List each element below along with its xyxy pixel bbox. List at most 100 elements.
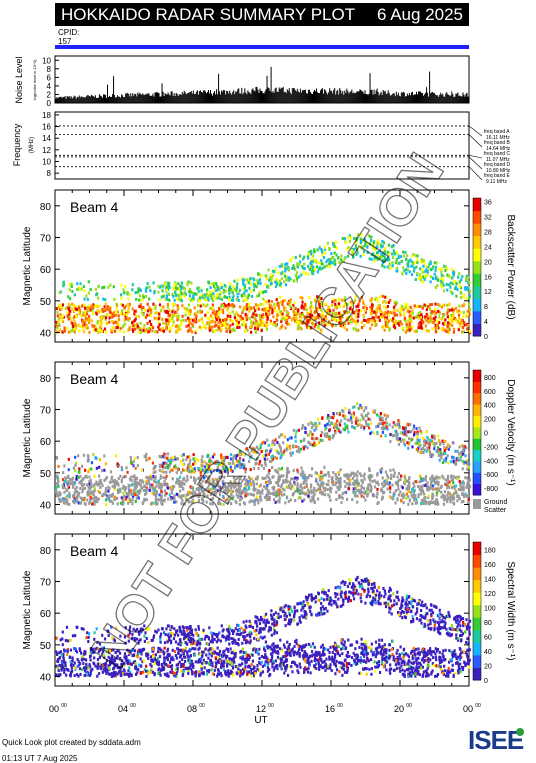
scatter-cell — [377, 482, 380, 486]
scatter-cell — [296, 309, 300, 313]
scatter-cell — [354, 298, 357, 302]
scatter-cell — [367, 426, 371, 430]
scatter-cell — [245, 298, 248, 302]
scatter-cell — [315, 315, 318, 319]
scatter-cell — [218, 288, 221, 292]
scatter-cell — [261, 316, 264, 320]
scatter-cell — [332, 414, 335, 418]
scatter-cell — [102, 314, 105, 318]
scatter-cell — [224, 324, 227, 328]
scatter-cell — [424, 475, 428, 479]
scatter-cell — [71, 302, 74, 306]
scatter-cell — [427, 305, 430, 309]
scatter-cell — [379, 468, 382, 472]
scatter-cell — [440, 273, 443, 277]
scatter-cell — [309, 420, 312, 424]
scatter-cell — [58, 491, 61, 495]
scatter-cell — [321, 311, 324, 315]
scatter-cell — [419, 310, 422, 314]
scatter-cell — [434, 307, 437, 311]
scatter-cell — [451, 276, 454, 280]
scatter-cell — [441, 315, 445, 319]
scatter-cell — [283, 488, 286, 492]
scatter-cell — [406, 268, 409, 272]
scatter-cell — [318, 246, 321, 250]
scatter-cell — [223, 302, 226, 306]
cbar-tick-label: 28 — [484, 230, 492, 237]
scatter-cell — [103, 327, 107, 331]
noise-tick-label: 4 — [47, 82, 52, 91]
scatter-cell — [282, 306, 286, 310]
scatter-cell — [429, 260, 432, 264]
scatter-cell — [185, 458, 188, 462]
scatter-cell — [123, 488, 127, 492]
scatter-cell — [313, 501, 316, 505]
scatter-cell — [210, 482, 213, 486]
scatter-cell — [315, 258, 318, 262]
scatter-cell — [199, 294, 203, 298]
scatter-cell — [359, 245, 362, 249]
scatter-cell — [341, 323, 345, 327]
scatter-cell — [64, 497, 67, 501]
scatter-cell — [128, 328, 131, 332]
scatter-cell — [247, 475, 251, 479]
scatter-cell — [203, 460, 206, 464]
scatter-cell — [121, 502, 124, 506]
scatter-cell — [170, 485, 173, 489]
scatter-cell — [368, 478, 372, 482]
scatter-cell — [377, 304, 380, 308]
scatter-cell — [271, 274, 274, 278]
scatter-cell — [441, 474, 444, 478]
scatter-cell — [307, 272, 310, 276]
scatter-cell — [325, 318, 328, 322]
scatter-cell — [120, 296, 123, 300]
scatter-cell — [130, 461, 133, 465]
scatter-cell — [399, 309, 402, 313]
scatter-cell — [275, 277, 278, 281]
scatter-cell — [236, 278, 239, 282]
scatter-cell — [401, 307, 404, 311]
scatter-cell — [55, 307, 58, 311]
scatter-cell — [303, 473, 306, 477]
scatter-cell — [120, 283, 123, 287]
scatter-cell — [298, 492, 302, 496]
scatter-cell — [208, 290, 212, 294]
scatter-cell — [221, 308, 224, 312]
scatter-cell — [133, 490, 136, 494]
scatter-cell — [376, 299, 380, 303]
scatter-cell — [445, 282, 448, 286]
freq-legend-name: freq band B — [484, 140, 511, 146]
scatter-cell — [127, 501, 130, 505]
scatter-cell — [331, 300, 334, 304]
scatter-cell — [98, 458, 102, 462]
scatter-cell — [444, 482, 447, 486]
scatter-cell — [297, 445, 300, 449]
scatter-cell — [128, 484, 131, 488]
scatter-cell — [117, 317, 121, 321]
scatter-cell — [266, 453, 269, 457]
scatter-cell — [159, 455, 163, 459]
scatter-cell — [381, 419, 384, 423]
scatter-cell — [85, 294, 88, 298]
scatter-cell — [426, 446, 429, 450]
scatter-cell — [442, 328, 445, 332]
scatter-cell — [283, 448, 287, 452]
scatter-cell — [72, 324, 75, 328]
scatter-cell — [378, 256, 381, 260]
scatter-cell — [416, 441, 419, 445]
scatter-cell — [203, 476, 206, 480]
scatter-cell — [352, 327, 355, 331]
scatter-cell — [395, 267, 398, 271]
scatter-cell — [457, 458, 460, 462]
scatter-cell — [88, 314, 91, 318]
scatter-cell — [370, 484, 373, 488]
scatter-cell — [411, 260, 414, 264]
scatter-cell — [137, 289, 140, 293]
scatter-cell — [139, 482, 142, 486]
scatter-cell — [119, 489, 122, 493]
scatter-cell — [229, 324, 232, 328]
scatter-cell — [252, 312, 255, 316]
scatter-cell — [200, 483, 203, 487]
scatter-cell — [131, 483, 134, 487]
scatter-cell — [182, 468, 185, 472]
